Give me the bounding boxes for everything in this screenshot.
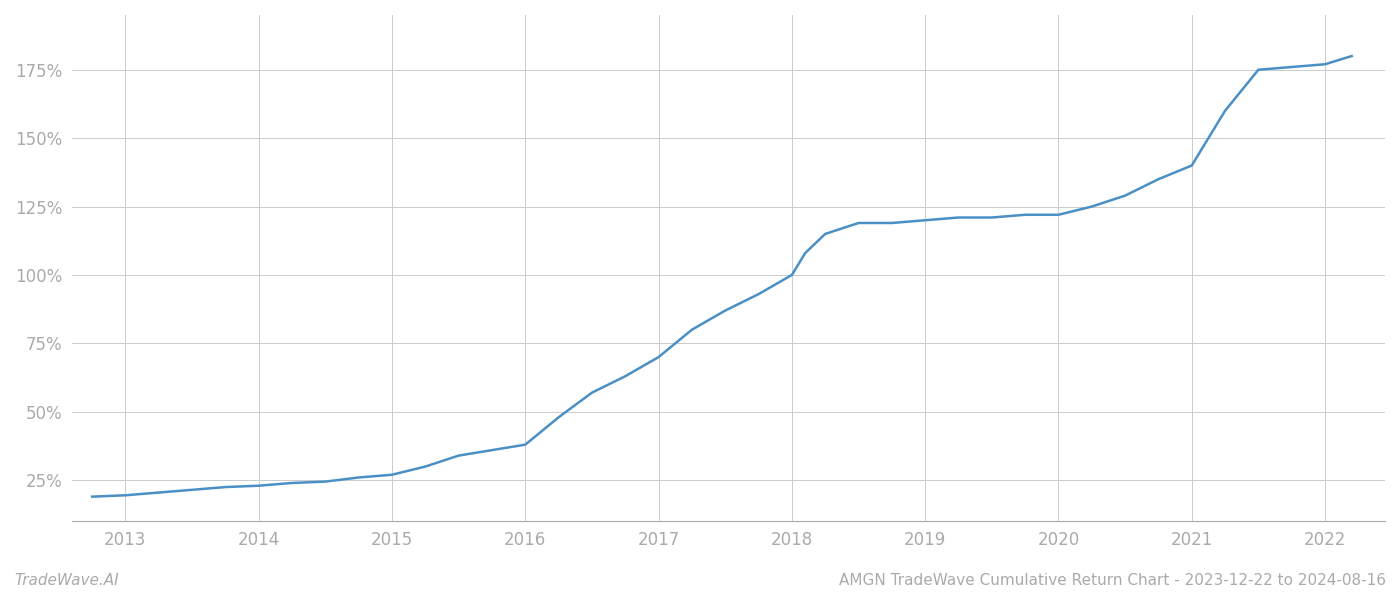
Text: AMGN TradeWave Cumulative Return Chart - 2023-12-22 to 2024-08-16: AMGN TradeWave Cumulative Return Chart -… (839, 573, 1386, 588)
Text: TradeWave.AI: TradeWave.AI (14, 573, 119, 588)
